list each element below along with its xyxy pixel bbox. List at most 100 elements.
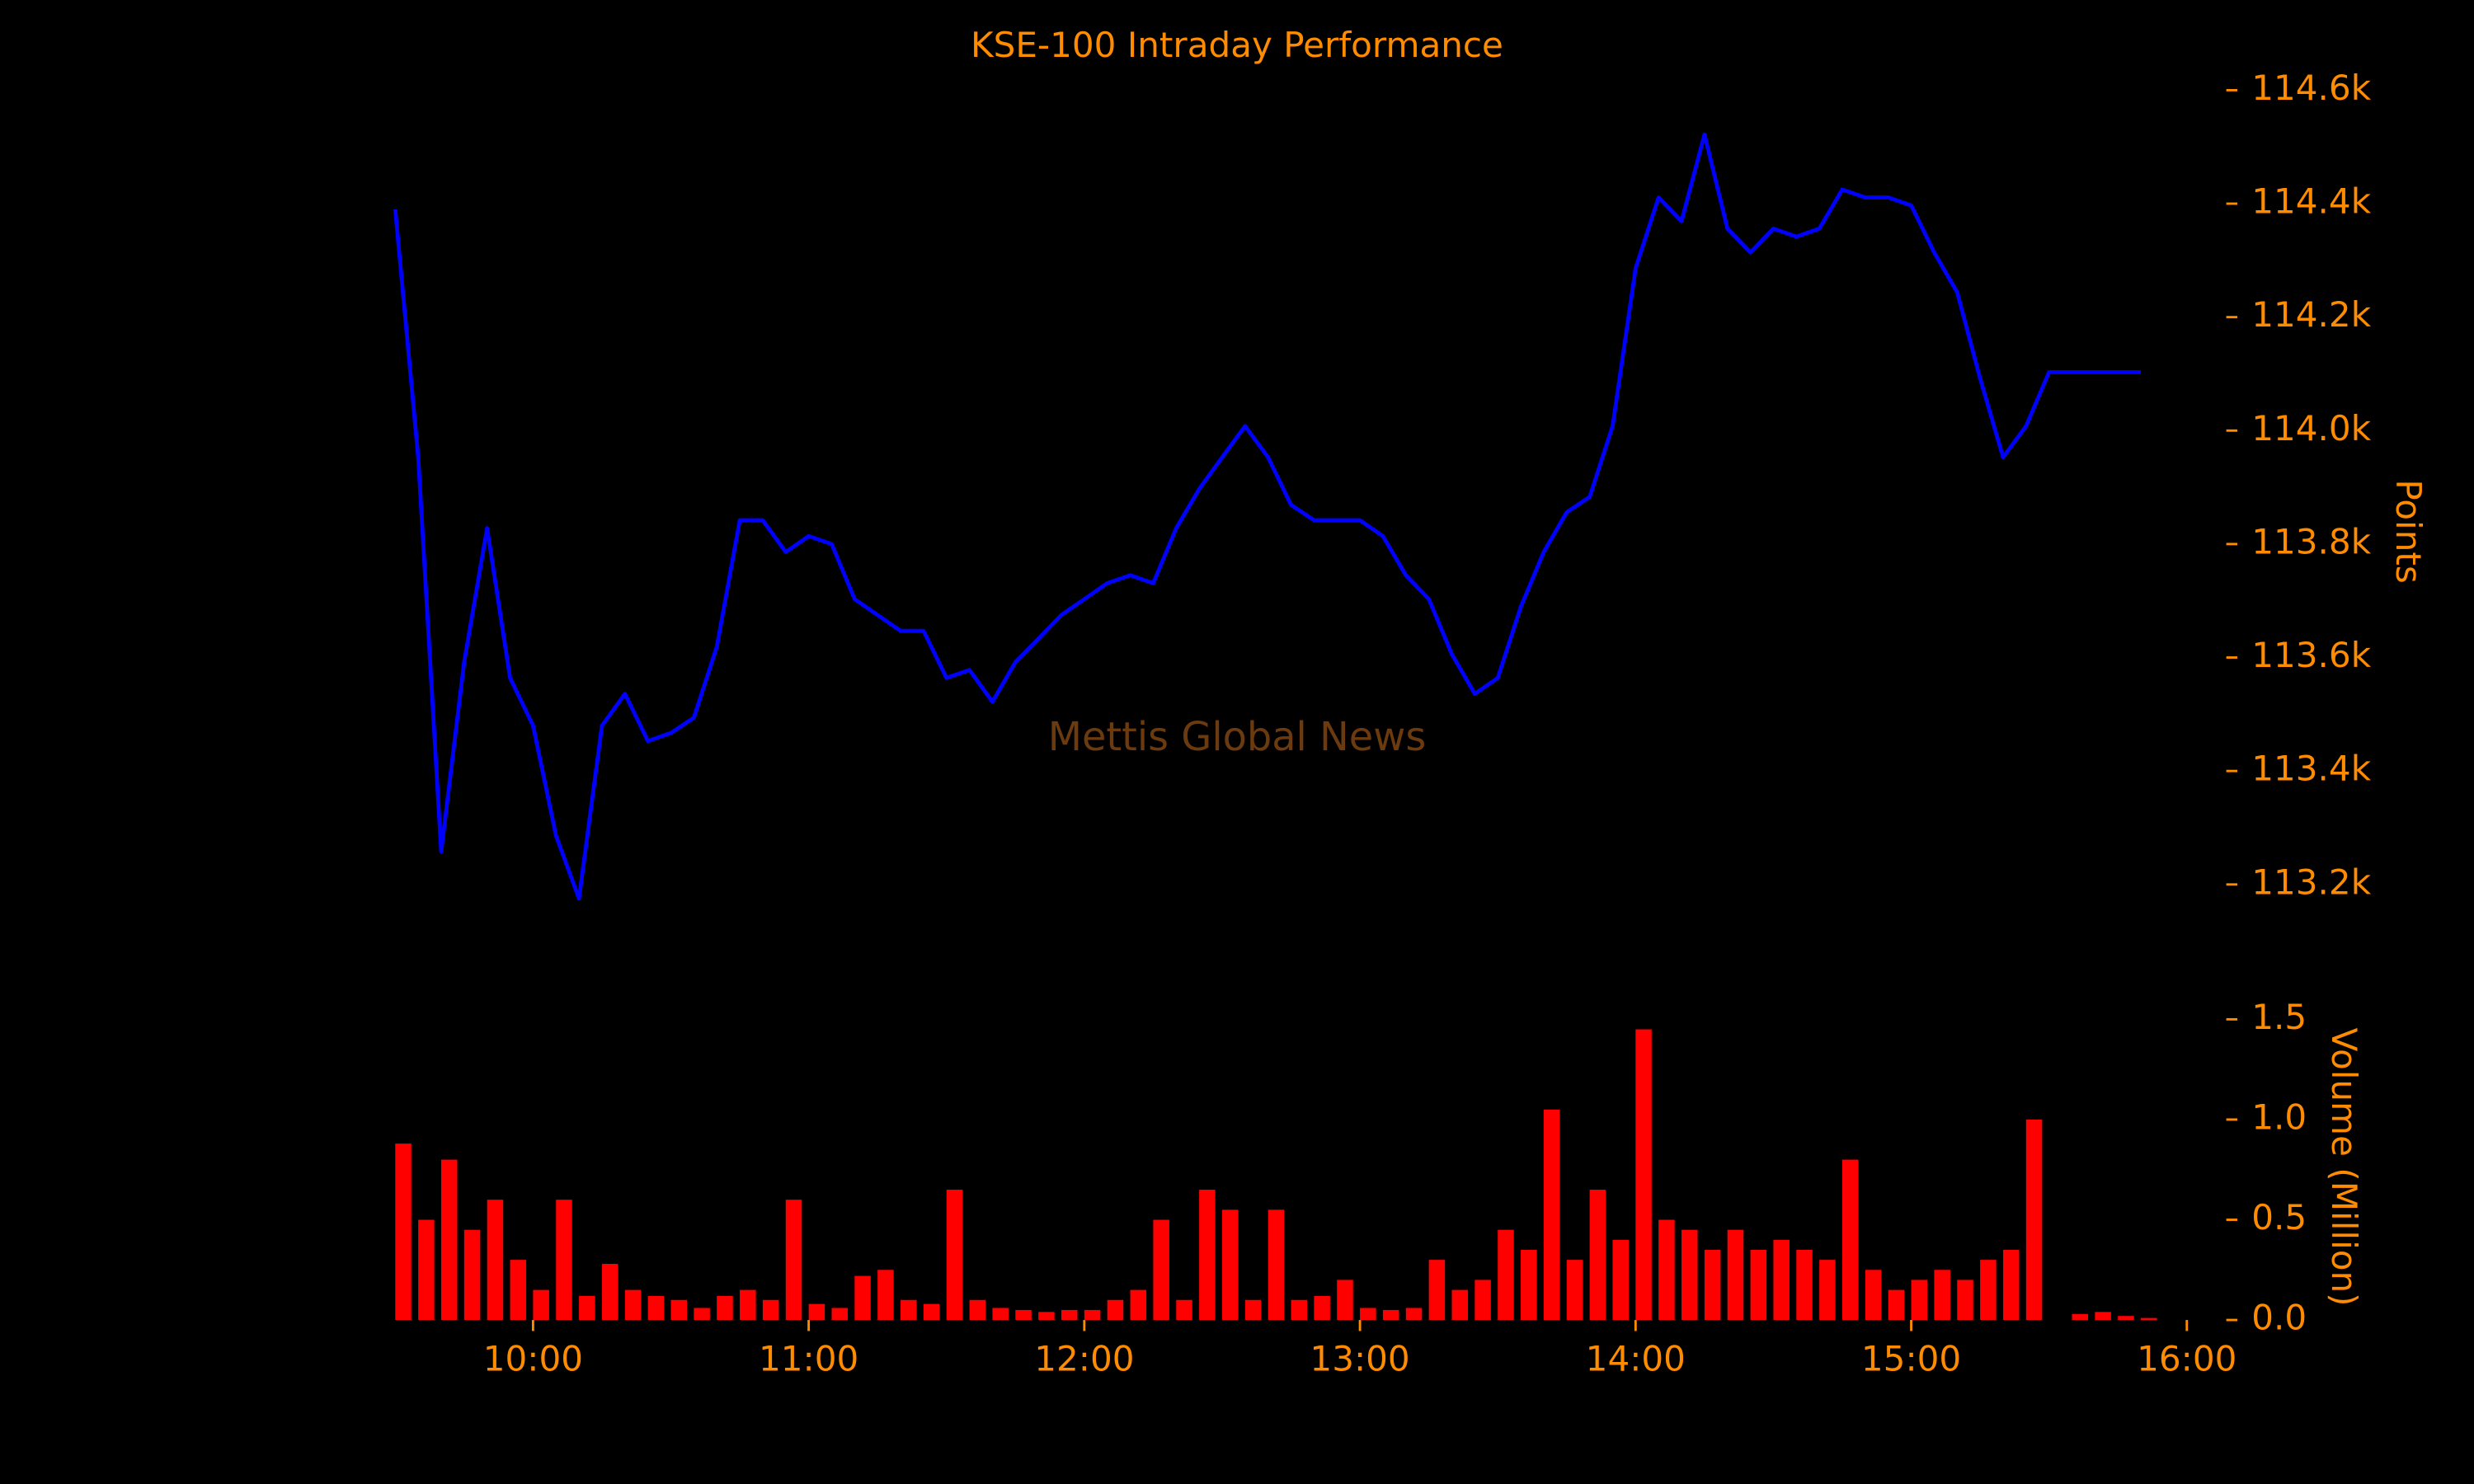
- y-tick-label: 113.8k: [2251, 521, 2371, 561]
- volume-bar: [762, 1299, 779, 1321]
- volume-bar: [1635, 1029, 1652, 1321]
- volume-bar: [1681, 1229, 1698, 1321]
- volume-bar: [1084, 1309, 1101, 1321]
- volume-bar: [808, 1303, 825, 1321]
- volume-bar: [1589, 1190, 1606, 1321]
- volume-bar: [1888, 1289, 1905, 1321]
- volume-bar: [740, 1289, 756, 1321]
- volume-bar: [1428, 1260, 1446, 1321]
- price-line: [393, 132, 2142, 901]
- volume-bar: [556, 1200, 572, 1321]
- volume-bar: [579, 1295, 595, 1321]
- volume-bar: [1061, 1309, 1078, 1321]
- volume-bar: [1221, 1209, 1239, 1321]
- volume-bar: [1773, 1239, 1790, 1321]
- volume-bar: [1475, 1280, 1491, 1321]
- volume-bar: [969, 1299, 986, 1321]
- volume-bar: [877, 1270, 894, 1321]
- volume-bar: [510, 1260, 527, 1321]
- volume-bar: [1107, 1299, 1124, 1321]
- volume-bar: [831, 1308, 848, 1321]
- volume-bar: [1176, 1299, 1192, 1321]
- volume-bar: [1015, 1309, 1032, 1321]
- volume-bar: [1038, 1312, 1055, 1321]
- volume-bar: [2095, 1312, 2111, 1321]
- volume-bar: [418, 1219, 435, 1321]
- chart-title: KSE-100 Intraday Performance: [971, 25, 1503, 65]
- volume-bar: [1750, 1249, 1767, 1321]
- volume-bar: [923, 1303, 940, 1321]
- volume-bar: [1543, 1109, 1560, 1321]
- x-tick-label: 13:00: [1310, 1338, 1409, 1378]
- volume-bar: [1268, 1209, 1285, 1321]
- volume-bar: [1819, 1260, 1836, 1321]
- y-tick-label: 113.4k: [2251, 749, 2371, 789]
- y-tick-label: 113.2k: [2251, 862, 2371, 902]
- volume-bar: [395, 1144, 412, 1321]
- volume-bar: [1865, 1270, 1882, 1321]
- volume-bar: [1498, 1229, 1514, 1321]
- x-tick-label: 16:00: [2137, 1338, 2236, 1378]
- x-tick-label: 12:00: [1034, 1338, 1134, 1378]
- volume-bar: [1841, 1159, 1859, 1321]
- x-tick-label: 11:00: [759, 1338, 858, 1378]
- y-tick-label: 114.2k: [2251, 294, 2371, 335]
- volume-bar: [2072, 1313, 2089, 1321]
- y-axis-label: Points: [2388, 479, 2429, 583]
- volume-bar: [533, 1289, 549, 1321]
- volume-bar: [1980, 1260, 1997, 1321]
- volume-bar: [1796, 1249, 1813, 1321]
- volume-bar: [601, 1263, 618, 1321]
- volume-bar: [2118, 1316, 2134, 1321]
- y-tick-label: 1.0: [2251, 1097, 2307, 1137]
- volume-bar: [1911, 1280, 1928, 1321]
- volume-bar: [1153, 1219, 1169, 1321]
- volume-bar: [2141, 1317, 2157, 1321]
- watermark: Mettis Global News: [1048, 715, 1427, 760]
- volume-bar: [2025, 1119, 2043, 1321]
- volume-bar: [1244, 1299, 1262, 1321]
- volume-bar: [1612, 1239, 1629, 1321]
- volume-bar: [717, 1295, 733, 1321]
- volume-bar: [1566, 1260, 1583, 1321]
- volume-bar: [1934, 1270, 1950, 1321]
- x-tick-label: 15:00: [1861, 1338, 1961, 1378]
- volume-bar: [992, 1308, 1009, 1321]
- volume-bar: [670, 1299, 688, 1321]
- volume-bar: [463, 1229, 481, 1321]
- volume-bar: [1314, 1295, 1330, 1321]
- volume-bar: [1360, 1308, 1376, 1321]
- volume-bar: [624, 1289, 642, 1321]
- volume-bar: [785, 1200, 802, 1321]
- volume-bar: [487, 1200, 504, 1321]
- volume-bar: [1382, 1309, 1399, 1321]
- volume-bar: [1405, 1308, 1423, 1321]
- volume-bar: [1337, 1280, 1353, 1321]
- volume-bar: [2002, 1249, 2020, 1321]
- volume-bar: [1451, 1289, 1468, 1321]
- volume-bar: [694, 1308, 710, 1321]
- y2-axis-label: Volume (Million): [2324, 1027, 2364, 1306]
- y-tick-label: 114.6k: [2251, 68, 2371, 108]
- volume-bar: [901, 1299, 917, 1321]
- y-tick-label: 114.4k: [2251, 181, 2371, 222]
- volume-bar: [1130, 1289, 1147, 1321]
- x-tick-label: 10:00: [483, 1338, 583, 1378]
- y-tick-label: 0.0: [2251, 1298, 2307, 1338]
- volume-bar: [1658, 1219, 1675, 1321]
- volume-bar: [1291, 1299, 1308, 1321]
- y-tick-label: 0.5: [2251, 1197, 2307, 1237]
- volume-bar: [1704, 1249, 1721, 1321]
- x-tick-label: 14:00: [1586, 1338, 1686, 1378]
- volume-bar: [854, 1275, 871, 1321]
- y-tick-label: 1.5: [2251, 997, 2307, 1037]
- y-tick-label: 114.0k: [2251, 408, 2371, 448]
- volume-bar: [1199, 1190, 1216, 1321]
- volume-bar: [440, 1159, 458, 1321]
- volume-bar: [1727, 1229, 1744, 1321]
- volume-bar: [647, 1295, 665, 1321]
- y-tick-label: 113.6k: [2251, 635, 2371, 675]
- volume-bar: [946, 1190, 963, 1321]
